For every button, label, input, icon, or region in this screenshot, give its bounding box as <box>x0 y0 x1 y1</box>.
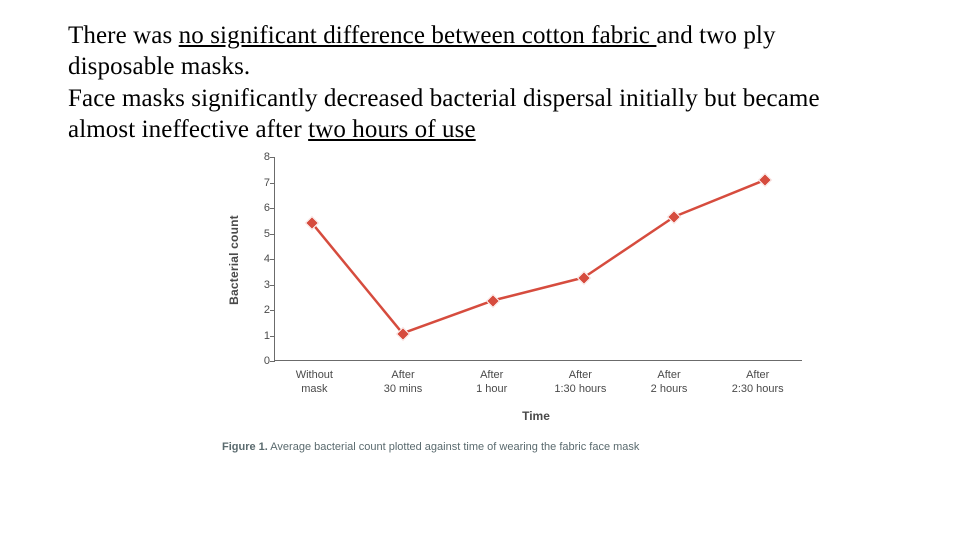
y-tick <box>270 208 275 209</box>
headline-underline-1: no significant difference between cotton… <box>179 22 657 49</box>
y-tick <box>270 310 275 311</box>
figure-caption: Figure 1. Average bacterial count plotte… <box>220 423 802 453</box>
figure-number: Figure 1. <box>222 441 268 453</box>
headline-underline-2: two hours of use <box>308 116 476 143</box>
plot-cell <box>274 157 802 363</box>
y-tick <box>270 259 275 260</box>
headline-text: There was no significant difference betw… <box>68 20 872 145</box>
y-axis-title-cell: Bacterial count <box>220 157 248 363</box>
y-tick <box>270 361 275 362</box>
y-axis-labels: 012345678 <box>248 157 274 363</box>
x-tick-label: After30 mins <box>359 363 448 397</box>
chart-row: Bacterial count 012345678 <box>220 157 802 363</box>
headline-seg-1: There was <box>68 22 179 49</box>
y-axis-title: Bacterial count <box>227 215 241 305</box>
y-tick <box>270 157 275 158</box>
y-tick <box>270 336 275 337</box>
x-tick-label: After2:30 hours <box>713 363 802 397</box>
y-tick <box>270 234 275 235</box>
x-tick-label: After2 hours <box>625 363 714 397</box>
x-tick-label: After1:30 hours <box>536 363 625 397</box>
x-axis-title: Time <box>270 397 802 423</box>
x-tick-label: After1 hour <box>447 363 536 397</box>
y-tick <box>270 183 275 184</box>
x-axis-labels: WithoutmaskAfter30 minsAfter1 hourAfter1… <box>270 363 802 397</box>
plot-area <box>274 157 802 361</box>
figure-caption-text: Average bacterial count plotted against … <box>268 441 640 453</box>
page-root: There was no significant difference betw… <box>0 0 960 540</box>
series-line <box>275 157 802 360</box>
chart-container: Bacterial count 012345678 WithoutmaskAft… <box>196 153 816 469</box>
x-tick-label: Withoutmask <box>270 363 359 397</box>
y-tick <box>270 285 275 286</box>
